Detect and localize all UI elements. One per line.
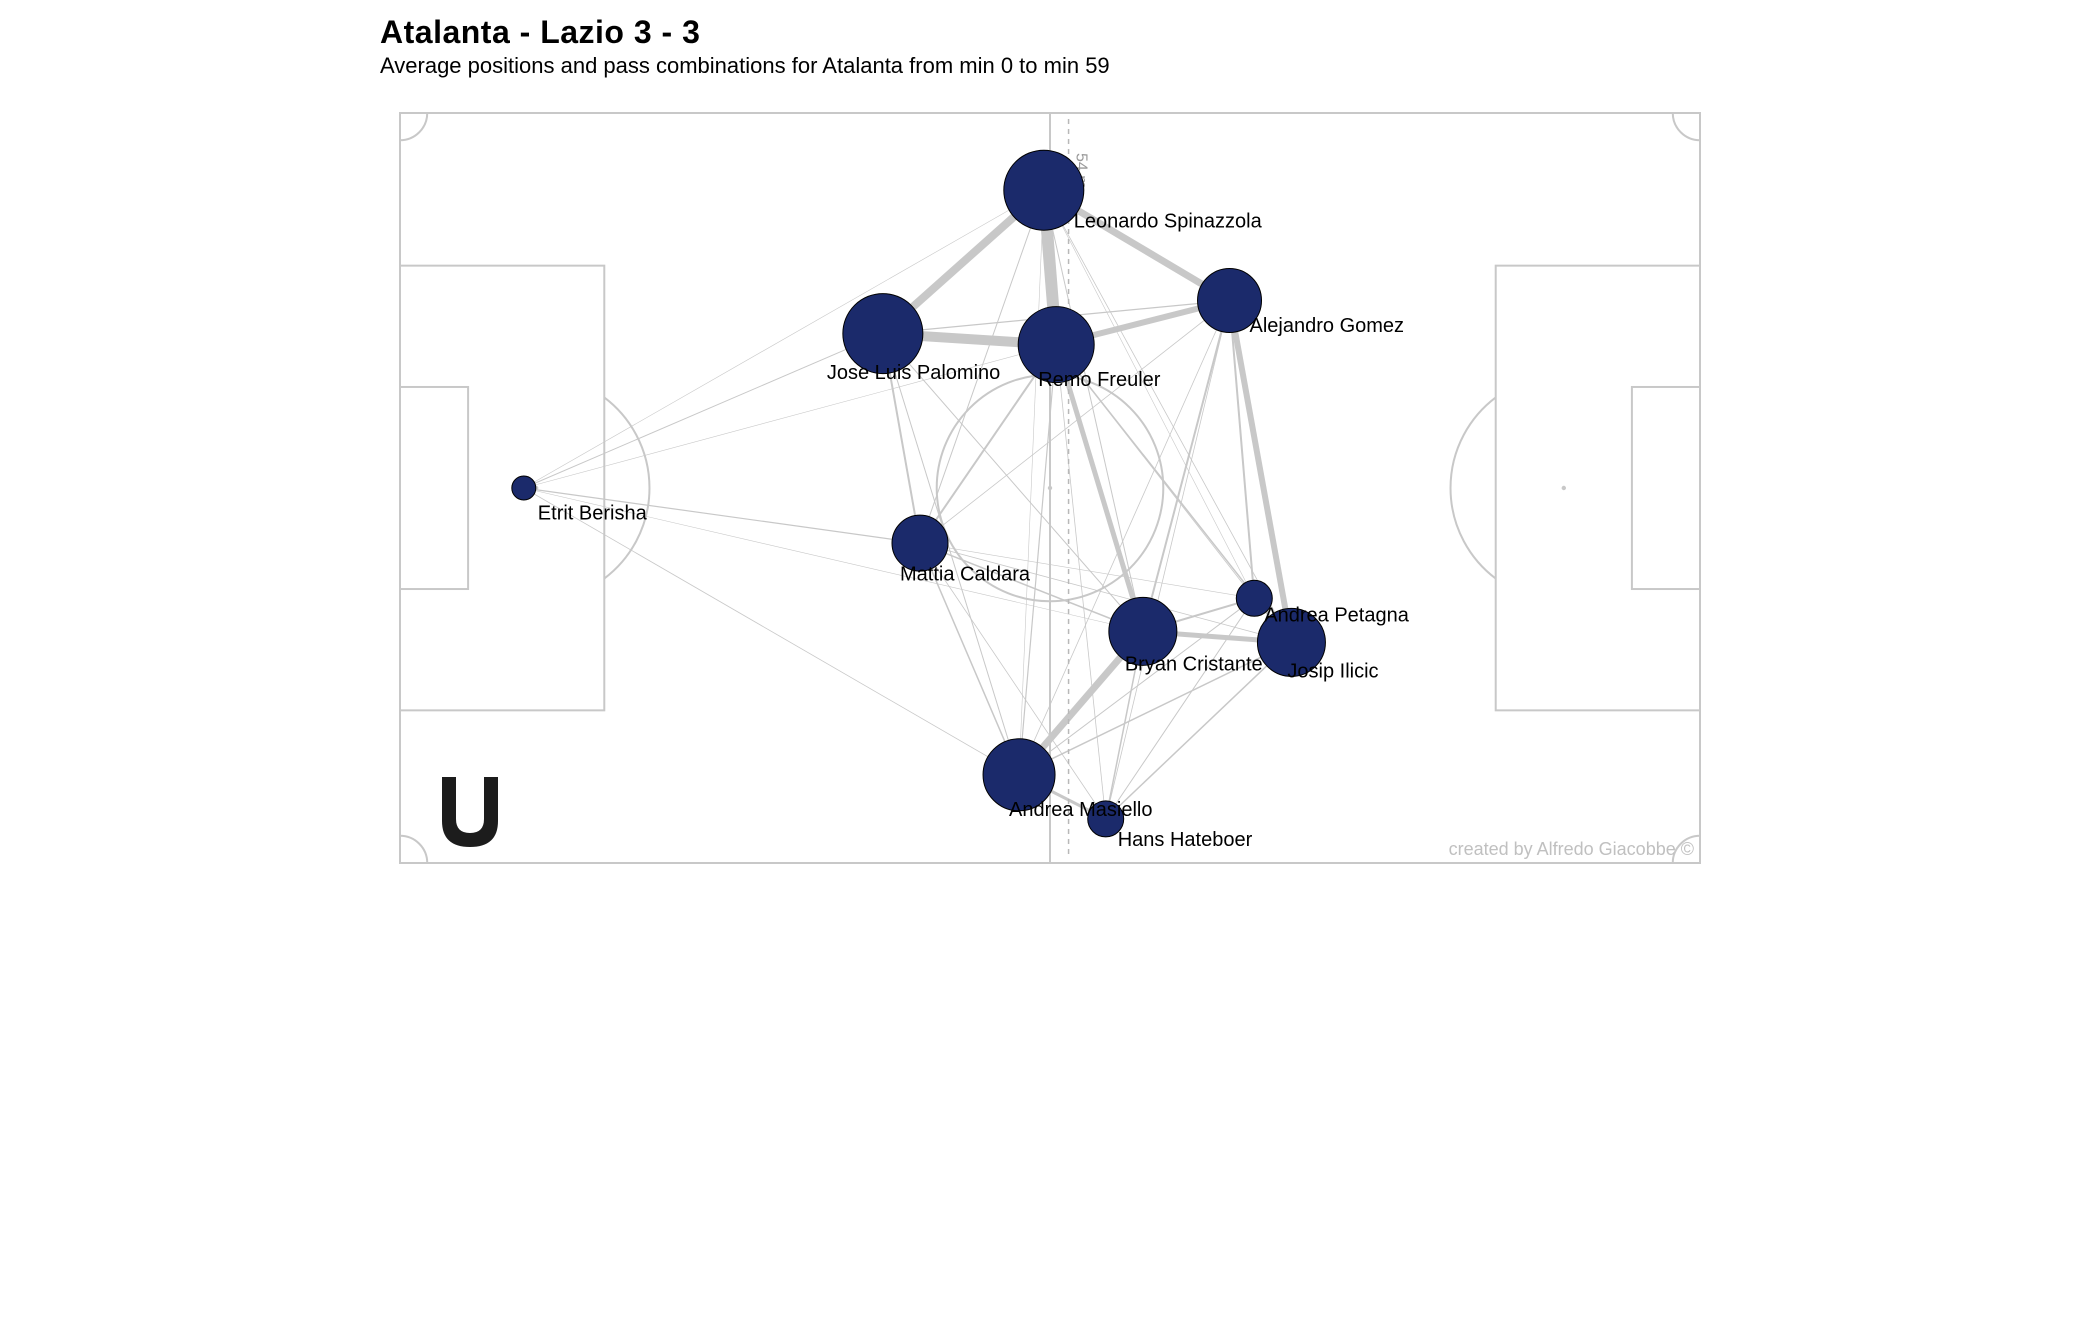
figure-wrap: Atalanta - Lazio 3 - 3 Average positions… (350, 0, 1750, 913)
player-label-gomez: Alejandro Gomez (1250, 315, 1405, 337)
player-label-berisha: Etrit Berisha (538, 502, 648, 524)
player-label-caldara: Mattia Caldara (900, 563, 1031, 585)
player-label-freuler: Remo Freuler (1038, 369, 1161, 391)
player-label-spinazzola: Leonardo Spinazzola (1074, 210, 1263, 232)
page-subtitle: Average positions and pass combinations … (380, 53, 1720, 79)
player-node-spinazzola (1004, 150, 1084, 230)
page-title: Atalanta - Lazio 3 - 3 (380, 14, 1720, 51)
pitch-container: 54 m Etrit BerishaJose Luis PalominoMatt… (380, 93, 1720, 893)
player-label-masiello: Andrea Masiello (1009, 799, 1152, 821)
player-label-cristante: Bryan Cristante (1125, 654, 1263, 676)
player-node-berisha (512, 476, 536, 500)
pass-network-svg: 54 m Etrit BerishaJose Luis PalominoMatt… (380, 93, 1720, 893)
player-label-palomino: Jose Luis Palomino (827, 362, 1000, 384)
player-label-petagna: Andrea Petagna (1264, 605, 1409, 627)
credit-text: created by Alfredo Giacobbe © (1449, 839, 1694, 859)
player-label-hateboer: Hans Hateboer (1118, 829, 1253, 851)
player-label-ilicic: Josip Ilicic (1287, 661, 1378, 683)
